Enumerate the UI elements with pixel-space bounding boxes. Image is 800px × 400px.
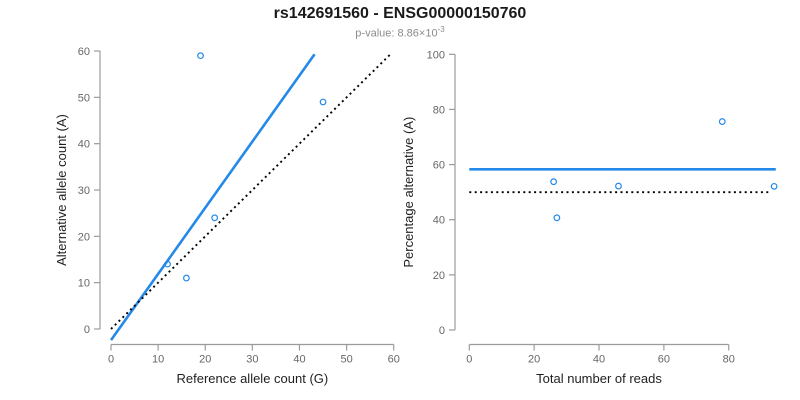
allele-scatter: 0 10 20 30 40 50 60 0 10 20 30 40 50 60 Reference alle… — [54, 46, 400, 386]
y-axis-title: Alternative allele count (A) — [54, 114, 69, 266]
chart-subtitle: p-value: 8.86×10-3 — [0, 25, 800, 40]
y-tick-label: 40 — [78, 139, 90, 151]
x-tick-label: 20 — [199, 354, 211, 366]
x-tick-label: 10 — [152, 354, 164, 366]
data-point — [770, 182, 778, 190]
data-point — [550, 178, 558, 186]
data-point — [197, 52, 204, 60]
y-tick-label: 0 — [439, 325, 445, 337]
pvalue-exponent: -3 — [437, 25, 445, 34]
x-tick-label: 30 — [246, 354, 258, 366]
percentage-scatter: 0 20 40 60 80 0 20 40 60 80 100 Total number of rea… — [401, 49, 778, 386]
fit-line — [109, 53, 316, 341]
identity-line — [110, 54, 391, 330]
y-tick-label: 0 — [84, 324, 90, 336]
y-tick-label: 60 — [433, 160, 445, 172]
x-tick-label: 60 — [658, 354, 670, 366]
y-tick-label: 50 — [78, 92, 90, 104]
x-tick-label: 50 — [340, 354, 352, 366]
y-tick-label: 60 — [78, 46, 90, 58]
x-tick-label: 0 — [466, 354, 472, 366]
pvalue-text: p-value: 8.86×10 — [355, 27, 438, 40]
x-axis-title: Total number of reads — [536, 371, 662, 386]
data-point — [319, 98, 327, 106]
y-tick-label: 100 — [427, 49, 445, 61]
data-point — [553, 214, 561, 222]
y-tick-label: 20 — [433, 270, 445, 282]
x-tick-label: 20 — [528, 354, 540, 366]
x-tick-label: 40 — [293, 354, 305, 366]
x-axis-title: Reference allele count (G) — [176, 371, 328, 386]
y-tick-label: 80 — [433, 104, 445, 116]
data-point — [182, 274, 190, 282]
y-axis-title: Percentage alternative (A) — [401, 117, 416, 268]
data-point — [211, 214, 219, 222]
x-tick-label: 60 — [388, 354, 400, 366]
y-tick-label: 30 — [78, 185, 90, 197]
y-tick-label: 40 — [433, 215, 445, 227]
data-point — [615, 182, 622, 190]
data-point — [164, 260, 171, 268]
x-tick-label: 40 — [593, 354, 605, 366]
y-tick-label: 20 — [78, 231, 90, 243]
y-tick-label: 10 — [78, 278, 90, 290]
x-tick-label: 0 — [108, 354, 114, 366]
x-tick-label: 80 — [723, 354, 735, 366]
data-point — [718, 118, 726, 125]
chart-title: rs142691560 - ENSG00000150760 — [273, 5, 527, 22]
